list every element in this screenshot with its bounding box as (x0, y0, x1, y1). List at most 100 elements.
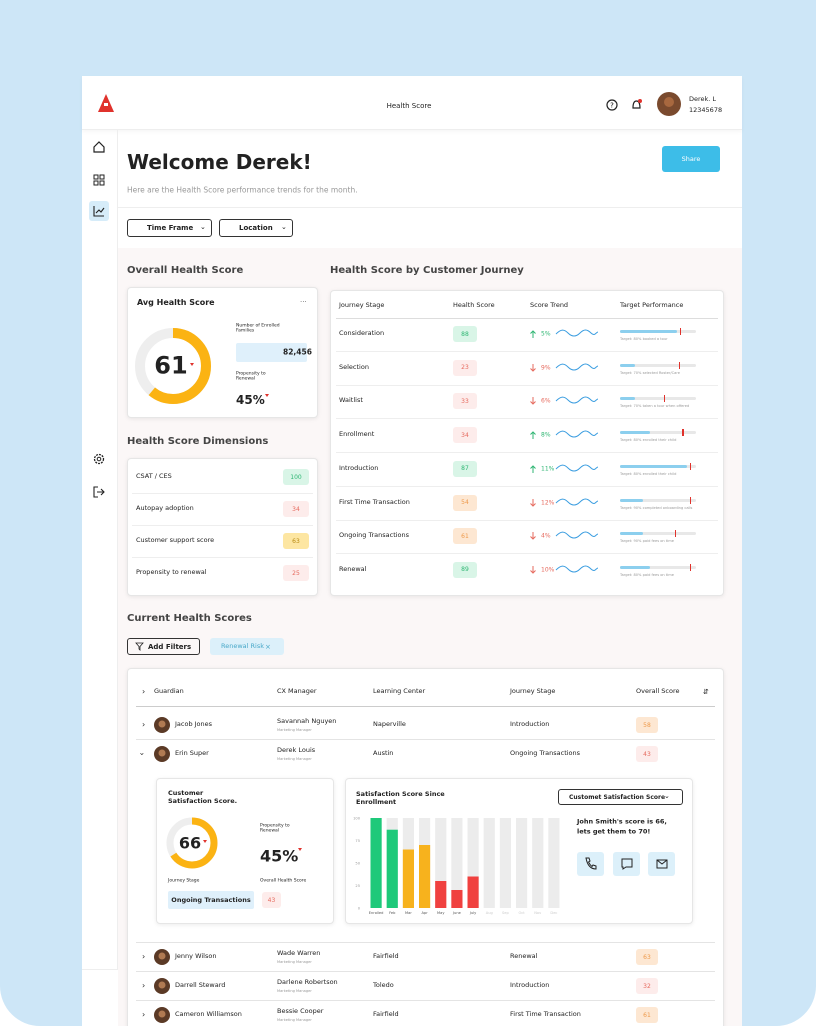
action-icon (584, 857, 596, 870)
y-tick-label: 0 (358, 907, 361, 911)
target-progress (620, 431, 651, 435)
dropdown[interactable]: Customet Satisfaction Score (558, 789, 683, 805)
row-chevron[interactable]: › (142, 952, 146, 962)
column-header: Overall Score (636, 687, 680, 696)
score-badge: 61 (636, 1007, 658, 1023)
row-chevron[interactable]: › (142, 1010, 146, 1020)
trend-arrow (530, 397, 536, 406)
help-icon[interactable]: ? (606, 99, 618, 111)
y-tick-label: 75 (355, 839, 360, 843)
chip-close[interactable]: × (265, 642, 271, 651)
row-chevron[interactable]: › (142, 720, 146, 730)
families-box (236, 343, 307, 362)
target-track (620, 498, 696, 502)
bar (370, 818, 382, 908)
target-progress (620, 498, 643, 502)
add-filters-button[interactable] (127, 638, 200, 655)
filter-button[interactable] (127, 219, 212, 237)
sparkline (555, 363, 599, 371)
families-label: Number of Enrolled Families (236, 323, 280, 334)
guardian-avatar (154, 717, 170, 733)
bar (451, 890, 463, 908)
row-chevron[interactable]: › (142, 981, 146, 991)
trend-value: 9% (541, 364, 551, 372)
stage-name: First Time Transaction (339, 497, 410, 506)
target-label: Target: 70% taken a tour when offered (620, 404, 690, 409)
column-header: Health Score (453, 301, 495, 310)
nav-grid[interactable] (93, 174, 105, 186)
score-badge: 58 (636, 717, 658, 733)
nav-chart[interactable] (93, 205, 105, 217)
target-progress (620, 464, 687, 468)
stage-chip: Ongoing Transactions (168, 891, 254, 909)
row-chevron[interactable]: › (137, 752, 147, 756)
x-tick-label: Enrolled (369, 911, 384, 915)
journey-stage: Ongoing Transactions (510, 749, 581, 758)
guardian-name: Jacob Jones (175, 720, 213, 729)
filter-label: Location (239, 223, 273, 232)
renewal-label: Propensity to Renewal (236, 371, 266, 382)
sort-icon[interactable]: ⇵ (703, 687, 709, 696)
filter-button[interactable] (219, 219, 293, 237)
bell-icon[interactable] (631, 99, 642, 111)
message: John Smith's score is 66, lets get them … (577, 817, 667, 836)
x-tick-label: Oct (518, 911, 525, 915)
share-button[interactable]: Share (662, 146, 720, 172)
nav-logout[interactable] (93, 486, 105, 498)
trend-arrow (530, 363, 536, 372)
trend-arrow (530, 330, 536, 338)
cx-title: Marketing Manager (277, 727, 312, 732)
action-button[interactable] (613, 852, 640, 876)
sparkline (555, 498, 599, 505)
action-button[interactable] (577, 852, 604, 876)
bar-background (499, 818, 511, 908)
row-divider (136, 942, 715, 943)
dimension-name: Autopay adoption (136, 504, 194, 513)
cx-name: Savannah Nguyen (277, 717, 337, 726)
x-tick-label: Dec (550, 911, 557, 915)
learning-center: Fairfield (373, 1010, 399, 1019)
dropdown-caret[interactable]: ⌄ (664, 791, 670, 800)
row-divider (336, 452, 718, 454)
column-header: Score Trend (530, 301, 569, 310)
filter-icon (135, 642, 144, 651)
score-badge: 34 (283, 501, 309, 517)
score-badge: 32 (636, 978, 658, 994)
trend-value: 4% (541, 532, 551, 540)
target-track (620, 532, 696, 536)
x-tick-label: June (452, 911, 462, 915)
chip-label: Renewal Risk (221, 642, 264, 651)
card-menu[interactable]: ... (300, 295, 307, 304)
avatar[interactable] (657, 92, 681, 116)
caret (189, 363, 194, 366)
cx-name: Derek Louis (277, 746, 316, 755)
target-label: Target: 80% enrolled their child (620, 437, 677, 442)
learning-center: Naperville (373, 720, 406, 729)
trend-value: 12% (541, 498, 555, 506)
score-badge: 63 (636, 949, 658, 965)
learning-center: Toledo (373, 981, 394, 990)
stage-name: Consideration (339, 329, 385, 338)
welcome-title: Welcome Derek! (127, 150, 312, 174)
journey-card (330, 290, 724, 596)
target-label: Target: 80% booked a tour (620, 336, 668, 341)
stage-label: Journey Stage (168, 878, 200, 884)
expand-all[interactable]: › (142, 687, 146, 697)
score-badge: 61 (453, 528, 477, 545)
score-badge: 25 (283, 565, 309, 581)
column-header: Learning Center (373, 687, 426, 696)
trend-value: 5% (541, 330, 551, 338)
row-divider (132, 525, 313, 526)
nav-settings[interactable] (93, 453, 105, 465)
header-divider (136, 706, 715, 707)
learning-center: Fairfield (373, 952, 399, 961)
journey-stage: Introduction (510, 720, 550, 729)
y-tick-label: 50 (355, 862, 360, 866)
score-badge: 43 (636, 746, 658, 762)
stage-name: Introduction (339, 463, 379, 472)
journey-stage: Introduction (510, 981, 550, 990)
guardian-avatar (154, 978, 170, 994)
cx-title: Marketing Manager (277, 1017, 312, 1022)
nav-home[interactable] (93, 141, 105, 153)
